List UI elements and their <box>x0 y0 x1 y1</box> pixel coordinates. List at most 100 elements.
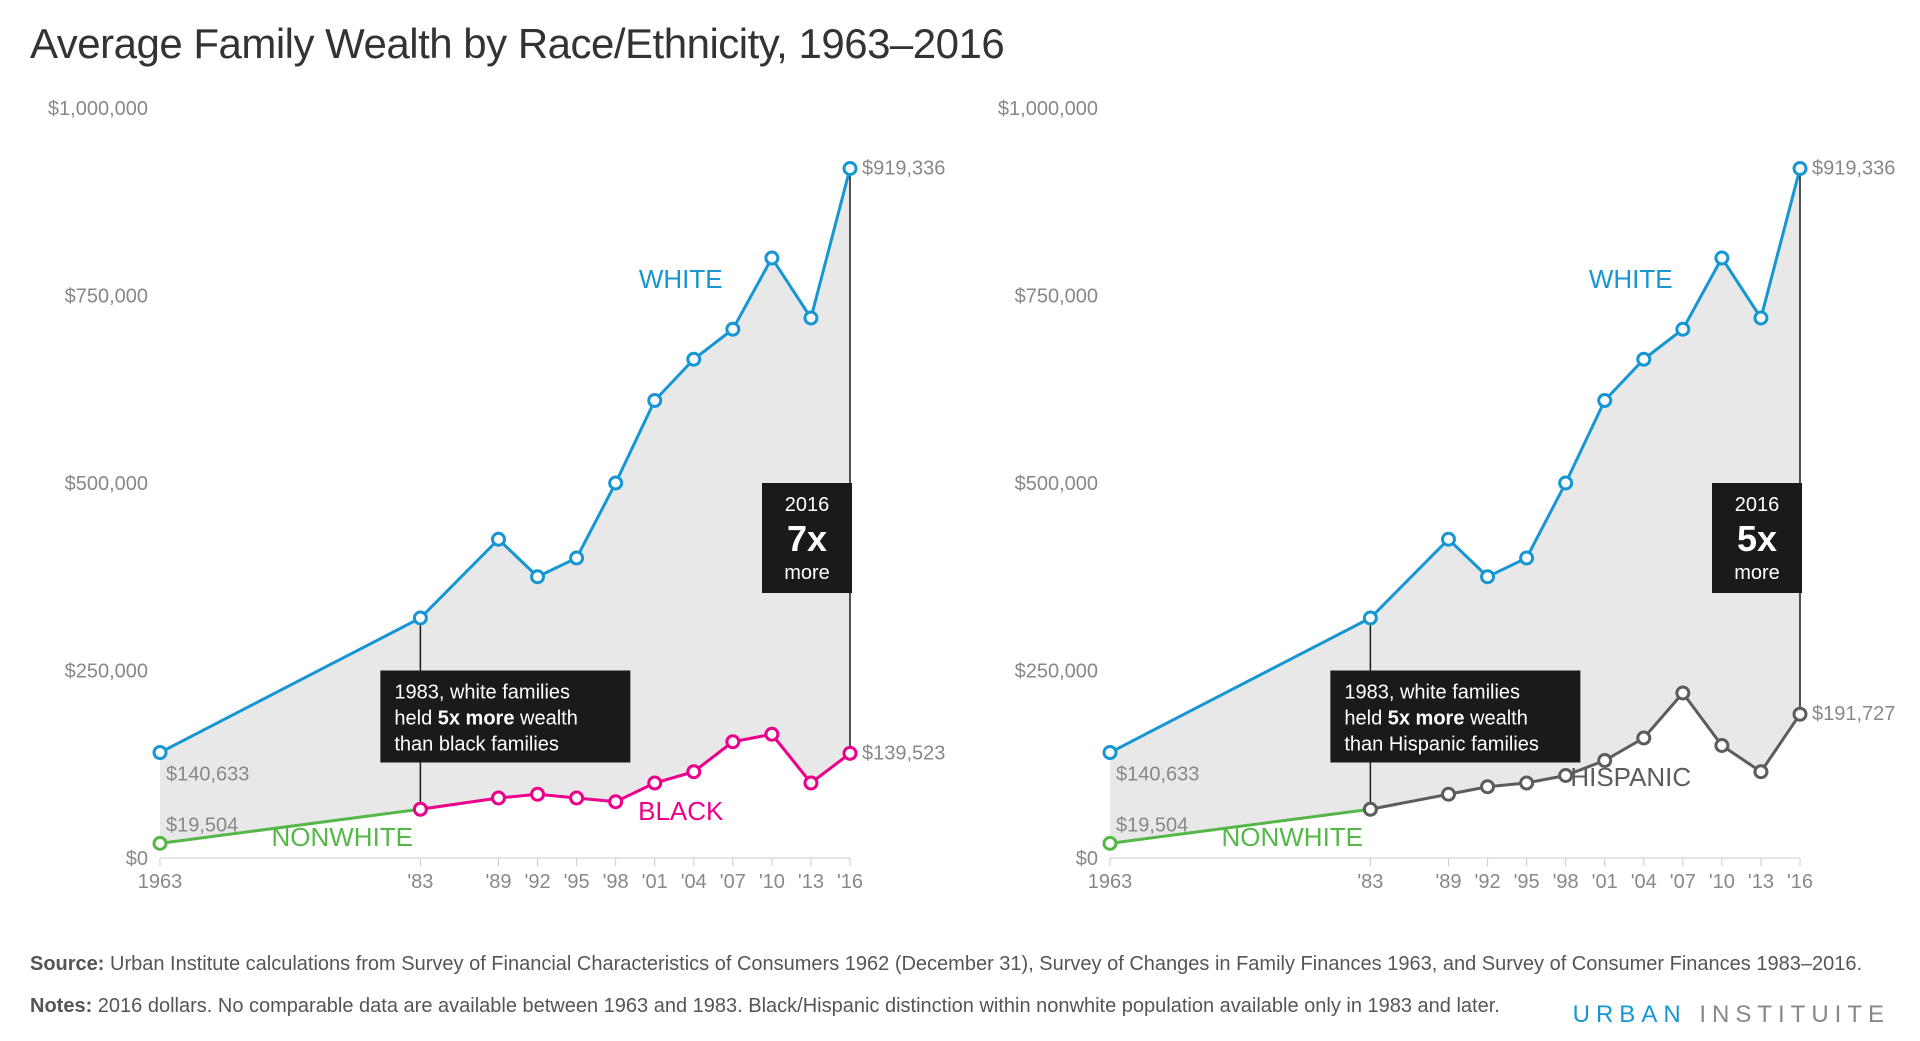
comparison-series-marker <box>727 736 739 748</box>
y-tick-label: $750,000 <box>1015 286 1098 308</box>
white-series-marker <box>610 477 622 489</box>
brand-urban: URBAN <box>1573 1001 1687 1028</box>
x-tick-label: '13 <box>1748 871 1774 893</box>
white-series-marker <box>532 571 544 583</box>
y-tick-label: $1,000,000 <box>48 98 148 120</box>
callout-2016-year: 2016 <box>1735 494 1780 516</box>
white-series-marker <box>571 552 583 564</box>
white-start-value: $140,633 <box>166 764 249 786</box>
white-series-marker <box>766 252 778 264</box>
x-tick-label: '10 <box>1709 871 1735 893</box>
white-series-marker <box>727 323 739 335</box>
white-series-marker <box>649 395 661 407</box>
comparison-series-marker <box>1755 766 1767 778</box>
comparison-label: HISPANIC <box>1570 762 1691 792</box>
x-tick-label: '95 <box>564 871 590 893</box>
nonwhite-start-value: $19,504 <box>1116 814 1188 836</box>
white-series-marker <box>1677 323 1689 335</box>
x-tick-label: '89 <box>485 871 511 893</box>
comparison-label: BLACK <box>638 796 724 826</box>
y-tick-label: $750,000 <box>65 286 148 308</box>
nonwhite-label: NONWHITE <box>271 822 413 852</box>
callout-2016-multiplier: 5x <box>1737 518 1777 559</box>
charts-container: $0 $250,000 $500,000 $750,000 $1,000,000 1963… <box>30 88 1890 908</box>
white-series-marker <box>1716 252 1728 264</box>
x-tick-label: '92 <box>525 871 551 893</box>
x-tick-label: 1963 <box>138 871 183 893</box>
x-tick-label: '04 <box>1631 871 1657 893</box>
x-tick-label: '13 <box>798 871 824 893</box>
white-series-marker <box>1482 571 1494 583</box>
nonwhite-start-value: $19,504 <box>166 814 238 836</box>
comparison-series-marker <box>1442 788 1454 800</box>
comparison-series-marker <box>414 803 426 815</box>
x-tick-label: '01 <box>1592 871 1618 893</box>
brand-logo: URBAN INSTITUITE <box>1573 1001 1890 1029</box>
comparison-series-marker <box>1677 687 1689 699</box>
x-tick-label: '07 <box>1670 871 1696 893</box>
nonwhite-series-marker <box>154 837 166 849</box>
comparison-series-marker <box>688 766 700 778</box>
white-label: WHITE <box>1589 264 1673 294</box>
x-tick-label: '16 <box>1787 871 1813 893</box>
white-series-marker <box>1364 612 1376 624</box>
comparison-series-marker <box>1638 732 1650 744</box>
callout-1983-line1: 1983, white families <box>394 682 570 704</box>
source-label: Source: <box>30 953 104 975</box>
comparison-series-marker <box>1794 708 1806 720</box>
chart-panel-right: $0$250,000$500,000$750,000$1,000,0001963… <box>980 88 1890 908</box>
y-tick-label: $0 <box>1076 848 1098 870</box>
notes-label: Notes: <box>30 995 92 1017</box>
x-tick-label: '98 <box>1553 871 1579 893</box>
x-tick-label: '98 <box>603 871 629 893</box>
comparison-series-marker <box>1482 781 1494 793</box>
callout-1983-line2: held 5x more wealth <box>1344 708 1527 730</box>
callout-1983-line3: than black families <box>394 734 559 756</box>
callout-1983-line3: than Hispanic families <box>1344 734 1539 756</box>
x-tick-label: '95 <box>1514 871 1540 893</box>
x-tick-label: '92 <box>1475 871 1501 893</box>
x-tick-label: '83 <box>407 871 433 893</box>
comparison-end-value: $191,727 <box>1812 703 1895 725</box>
white-series-marker <box>1560 477 1572 489</box>
callout-2016-more: more <box>784 562 830 584</box>
nonwhite-label: NONWHITE <box>1221 822 1363 852</box>
white-series-marker <box>1638 353 1650 365</box>
brand-institute: INSTITUITE <box>1699 1001 1890 1028</box>
white-start-value: $140,633 <box>1116 764 1199 786</box>
y-tick-label: $500,000 <box>1015 473 1098 495</box>
comparison-series-marker <box>1521 777 1533 789</box>
source-text: Urban Institute calculations from Survey… <box>110 953 1862 975</box>
white-series-marker <box>688 353 700 365</box>
x-tick-label: '83 <box>1357 871 1383 893</box>
white-series-marker <box>1442 533 1454 545</box>
white-series-marker <box>1104 747 1116 759</box>
y-tick-label: $1,000,000 <box>998 98 1098 120</box>
comparison-series-marker <box>766 728 778 740</box>
x-tick-label: '10 <box>759 871 785 893</box>
comparison-series-marker <box>1716 740 1728 752</box>
callout-2016-multiplier: 7x <box>787 518 827 559</box>
callout-2016-year: 2016 <box>785 494 830 516</box>
white-end-value: $919,336 <box>862 157 945 179</box>
white-series-marker <box>1521 552 1533 564</box>
comparison-series-marker <box>649 777 661 789</box>
white-series-marker <box>844 162 856 174</box>
x-tick-label: '89 <box>1435 871 1461 893</box>
comparison-series-marker <box>571 792 583 804</box>
comparison-series-marker <box>844 747 856 759</box>
chart-title: Average Family Wealth by Race/Ethnicity,… <box>30 20 1890 68</box>
y-tick-label: $0 <box>126 848 148 870</box>
comparison-series-marker <box>1364 803 1376 815</box>
x-tick-label: '16 <box>837 871 863 893</box>
x-tick-label: '04 <box>681 871 707 893</box>
callout-1983-line1: 1983, white families <box>1344 682 1520 704</box>
x-tick-label: 1963 <box>1088 871 1133 893</box>
callout-2016-more: more <box>1734 562 1780 584</box>
y-tick-label: $250,000 <box>65 661 148 683</box>
comparison-end-value: $139,523 <box>862 742 945 764</box>
nonwhite-series-marker <box>1104 837 1116 849</box>
white-series-marker <box>1794 162 1806 174</box>
comparison-series-marker <box>532 788 544 800</box>
white-series-marker <box>1599 395 1611 407</box>
